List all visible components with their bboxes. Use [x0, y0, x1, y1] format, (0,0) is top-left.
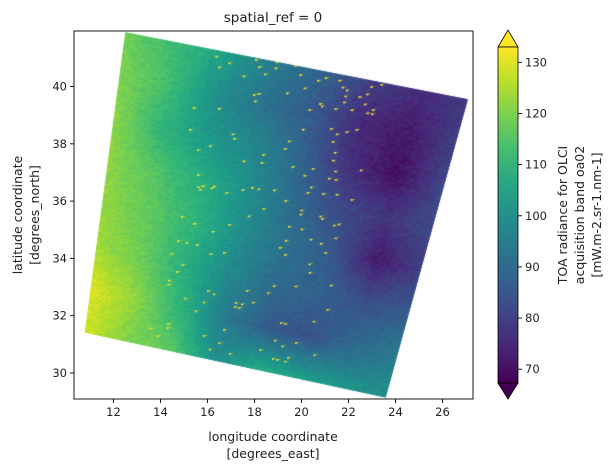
- x-tick-label: 12: [106, 405, 121, 419]
- colorbar-tick-label: 80: [525, 311, 540, 325]
- x-axis-label-line2: [degrees_east]: [226, 446, 319, 461]
- chart-title: spatial_ref = 0: [224, 10, 323, 26]
- y-axis-label-line1: latitude coordinate: [10, 155, 25, 274]
- colorbar-tick-label: 100: [525, 209, 547, 223]
- x-tick-label: 20: [294, 405, 309, 419]
- x-tick-label: 18: [247, 405, 262, 419]
- x-tick-label: 24: [388, 405, 403, 419]
- colorbar-label-line3: [mW.m-2.sr-1.nm-1]: [589, 152, 604, 277]
- colorbar-label-line1: TOA radiance for OLCI: [555, 146, 570, 285]
- colorbar: 70 80 90 100 110 120 130: [497, 29, 547, 400]
- colorbar-tick-label: 90: [525, 260, 540, 274]
- colorbar-extend-max: [497, 29, 519, 48]
- y-axis: 30 32 34 36 38 40: [52, 80, 74, 380]
- y-tick-label: 32: [52, 309, 67, 323]
- y-axis-label-line2: [degrees_north]: [27, 165, 42, 265]
- colorbar-label-line2: acquisition band oa02: [572, 146, 587, 284]
- plot-area-frame: [73, 30, 474, 400]
- x-axis-label-line1: longitude coordinate: [208, 429, 338, 444]
- x-tick-label: 14: [153, 405, 168, 419]
- y-tick-label: 30: [52, 366, 67, 380]
- y-tick-label: 38: [52, 137, 67, 151]
- colorbar-tick-label: 70: [525, 362, 540, 376]
- colorbar-extend-min: [497, 382, 519, 400]
- y-tick-label: 40: [52, 80, 67, 94]
- colorbar-gradient: [497, 46, 519, 384]
- colorbar-tick-label: 130: [525, 55, 547, 69]
- colorbar-tick-label: 110: [525, 158, 547, 172]
- colorbar-tick-label: 120: [525, 106, 547, 120]
- x-axis: 12 14 16 18 20 22 24 26: [106, 399, 450, 419]
- x-tick-label: 22: [341, 405, 356, 419]
- x-tick-label: 16: [200, 405, 215, 419]
- y-tick-label: 36: [52, 194, 67, 208]
- x-tick-label: 26: [435, 405, 450, 419]
- y-tick-label: 34: [52, 251, 67, 265]
